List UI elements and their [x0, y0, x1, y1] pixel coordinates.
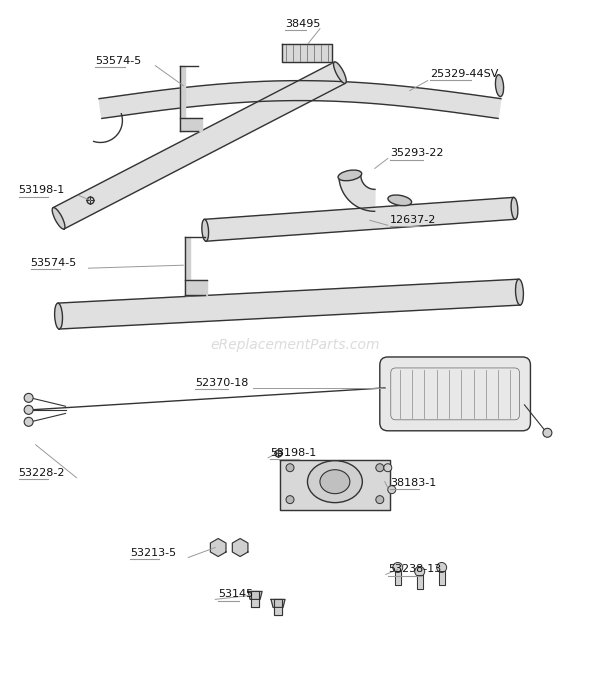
Circle shape [388, 486, 396, 493]
Circle shape [415, 566, 425, 576]
Text: 53574-5: 53574-5 [31, 258, 77, 268]
Text: 12637-2: 12637-2 [390, 215, 436, 226]
Polygon shape [211, 538, 226, 557]
Ellipse shape [202, 219, 209, 242]
Text: 38495: 38495 [285, 19, 320, 29]
Polygon shape [251, 591, 259, 607]
Ellipse shape [496, 75, 504, 97]
Circle shape [543, 428, 552, 437]
Polygon shape [282, 43, 332, 61]
Circle shape [376, 464, 384, 472]
Polygon shape [280, 460, 390, 510]
Polygon shape [232, 538, 248, 557]
Text: 52370-18: 52370-18 [195, 378, 248, 388]
Ellipse shape [320, 470, 350, 493]
Polygon shape [185, 237, 190, 295]
Polygon shape [99, 81, 501, 119]
Circle shape [24, 405, 33, 414]
Polygon shape [417, 575, 422, 589]
Ellipse shape [333, 62, 346, 83]
Polygon shape [395, 571, 401, 585]
Circle shape [286, 495, 294, 504]
Polygon shape [271, 600, 285, 607]
Text: 53198-1: 53198-1 [270, 448, 316, 457]
Text: 35293-22: 35293-22 [390, 148, 443, 159]
Text: 53574-5: 53574-5 [96, 56, 142, 66]
Circle shape [286, 464, 294, 472]
Polygon shape [205, 197, 515, 241]
Circle shape [376, 495, 384, 504]
Circle shape [437, 562, 447, 573]
Circle shape [384, 464, 392, 472]
Polygon shape [339, 175, 375, 211]
Text: 53198-1: 53198-1 [19, 186, 65, 195]
Circle shape [24, 393, 33, 402]
FancyBboxPatch shape [380, 357, 530, 431]
Text: eReplacementParts.com: eReplacementParts.com [210, 338, 380, 352]
Ellipse shape [388, 195, 412, 206]
Ellipse shape [516, 279, 523, 305]
Text: 53213-5: 53213-5 [130, 548, 176, 558]
Polygon shape [53, 62, 345, 229]
Text: 53145: 53145 [218, 589, 253, 600]
Text: 38183-1: 38183-1 [390, 477, 436, 488]
Ellipse shape [511, 197, 518, 219]
Ellipse shape [52, 208, 65, 229]
Polygon shape [274, 600, 282, 615]
Polygon shape [181, 66, 185, 130]
Polygon shape [248, 591, 262, 600]
Text: 53238-13: 53238-13 [388, 564, 441, 575]
Text: 53228-2: 53228-2 [19, 468, 65, 477]
Polygon shape [185, 280, 207, 295]
Circle shape [24, 417, 33, 426]
Polygon shape [181, 117, 202, 130]
Polygon shape [438, 571, 445, 585]
Text: 25329-44SV: 25329-44SV [430, 68, 498, 79]
Ellipse shape [307, 461, 362, 502]
Polygon shape [58, 279, 520, 329]
Ellipse shape [338, 170, 362, 181]
Ellipse shape [55, 303, 63, 329]
Circle shape [393, 562, 403, 573]
